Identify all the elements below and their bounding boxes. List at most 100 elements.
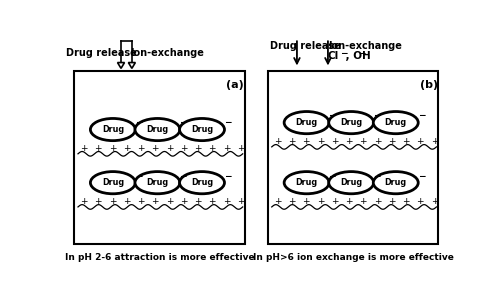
- Text: +: +: [194, 143, 202, 152]
- Text: +: +: [431, 136, 438, 146]
- Text: +: +: [108, 197, 116, 206]
- Text: (b): (b): [420, 80, 438, 89]
- Text: In pH 2-6 attraction is more effective: In pH 2-6 attraction is more effective: [64, 253, 254, 262]
- Text: Drug: Drug: [384, 178, 407, 187]
- Text: +: +: [94, 143, 102, 152]
- Ellipse shape: [135, 118, 180, 141]
- Text: +: +: [402, 136, 409, 146]
- Text: Drug: Drug: [340, 118, 362, 127]
- Text: +: +: [274, 136, 281, 146]
- Text: +: +: [237, 197, 244, 206]
- Text: +: +: [288, 136, 296, 146]
- Text: +: +: [431, 197, 438, 206]
- Text: +: +: [360, 197, 367, 206]
- Text: +: +: [80, 197, 88, 206]
- Text: Drug: Drug: [146, 178, 169, 187]
- Text: +: +: [123, 143, 130, 152]
- Ellipse shape: [284, 112, 329, 134]
- Text: −: −: [180, 118, 187, 127]
- Ellipse shape: [90, 118, 136, 141]
- Text: −: −: [224, 172, 232, 181]
- Text: Drug: Drug: [340, 178, 362, 187]
- Text: +: +: [108, 143, 116, 152]
- Text: +: +: [180, 143, 188, 152]
- Text: +: +: [288, 197, 296, 206]
- Text: +: +: [302, 197, 310, 206]
- Text: +: +: [137, 197, 144, 206]
- Text: +: +: [374, 136, 381, 146]
- Text: +: +: [237, 143, 244, 152]
- Text: Ion-exchange: Ion-exchange: [130, 48, 204, 58]
- Text: +: +: [80, 143, 88, 152]
- Text: +: +: [345, 136, 352, 146]
- FancyArrow shape: [128, 63, 136, 68]
- Text: +: +: [152, 197, 159, 206]
- Text: (a): (a): [226, 80, 244, 89]
- Text: −: −: [134, 172, 142, 181]
- Text: Drug release: Drug release: [66, 48, 137, 58]
- Text: Drug: Drug: [102, 178, 124, 187]
- Ellipse shape: [328, 112, 374, 134]
- Text: +: +: [388, 136, 396, 146]
- Ellipse shape: [328, 172, 374, 194]
- Text: Drug: Drug: [296, 118, 318, 127]
- Text: −: −: [373, 172, 380, 181]
- Text: −: −: [373, 112, 380, 121]
- Text: −: −: [180, 172, 187, 181]
- Text: +: +: [94, 197, 102, 206]
- Text: +: +: [222, 143, 230, 152]
- Text: Drug: Drug: [296, 178, 318, 187]
- Text: +: +: [360, 136, 367, 146]
- Text: Cl: Cl: [328, 51, 339, 61]
- Text: +: +: [208, 143, 216, 152]
- Text: +: +: [416, 197, 424, 206]
- FancyArrow shape: [118, 63, 124, 68]
- Ellipse shape: [180, 118, 224, 141]
- Text: +: +: [123, 197, 130, 206]
- Text: +: +: [402, 197, 409, 206]
- Text: +: +: [316, 136, 324, 146]
- Text: Drug: Drug: [146, 125, 169, 134]
- Ellipse shape: [135, 172, 180, 194]
- Text: −: −: [418, 172, 425, 181]
- Text: −: −: [340, 49, 347, 58]
- Text: −: −: [358, 49, 366, 58]
- Text: +: +: [274, 197, 281, 206]
- Text: +: +: [208, 197, 216, 206]
- Text: +: +: [222, 197, 230, 206]
- Text: −: −: [224, 118, 232, 127]
- FancyBboxPatch shape: [268, 70, 438, 244]
- Text: −: −: [328, 172, 336, 181]
- Ellipse shape: [374, 112, 418, 134]
- Text: +: +: [152, 143, 159, 152]
- Ellipse shape: [284, 172, 329, 194]
- Text: −: −: [418, 112, 425, 121]
- Text: In pH>6 ion exchange is more effective: In pH>6 ion exchange is more effective: [252, 253, 454, 262]
- Text: +: +: [194, 197, 202, 206]
- Text: +: +: [166, 143, 173, 152]
- Text: +: +: [345, 197, 352, 206]
- Text: +: +: [388, 197, 396, 206]
- FancyBboxPatch shape: [74, 70, 244, 244]
- Text: , OH: , OH: [342, 51, 371, 61]
- Text: −: −: [134, 118, 142, 127]
- Text: Drug: Drug: [191, 178, 213, 187]
- Text: −: −: [328, 112, 336, 121]
- Text: +: +: [302, 136, 310, 146]
- Text: +: +: [331, 197, 338, 206]
- Ellipse shape: [180, 172, 224, 194]
- Text: Drug: Drug: [191, 125, 213, 134]
- Ellipse shape: [90, 172, 136, 194]
- Text: Ion-exchange: Ion-exchange: [328, 41, 402, 51]
- Text: +: +: [374, 197, 381, 206]
- Text: +: +: [137, 143, 144, 152]
- Ellipse shape: [374, 172, 418, 194]
- Text: +: +: [180, 197, 188, 206]
- Text: +: +: [316, 197, 324, 206]
- Text: +: +: [416, 136, 424, 146]
- Text: +: +: [166, 197, 173, 206]
- Text: Drug: Drug: [102, 125, 124, 134]
- Text: Drug: Drug: [384, 118, 407, 127]
- Text: Drug release: Drug release: [270, 41, 340, 51]
- Text: +: +: [331, 136, 338, 146]
